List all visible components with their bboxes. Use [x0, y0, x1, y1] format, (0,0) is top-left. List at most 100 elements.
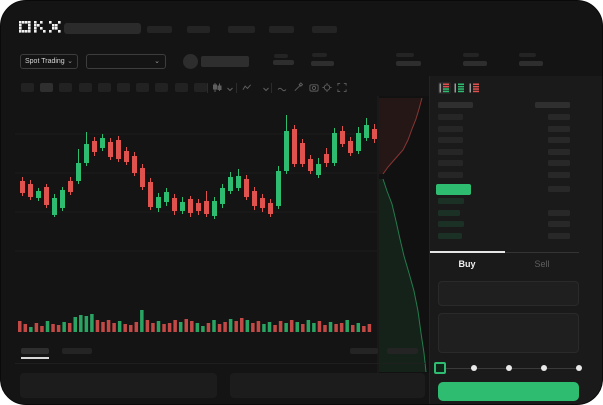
ask-price-6[interactable]: [438, 172, 463, 178]
tab-buy[interactable]: Buy: [430, 253, 504, 275]
chevron-down-icon: ⌄: [154, 58, 160, 65]
chevron-down-icon: ⌄: [67, 58, 73, 65]
timeframe-button-6[interactable]: [117, 83, 130, 92]
last-price-placeholder: [274, 54, 288, 58]
settings-icon[interactable]: [322, 82, 332, 93]
timeframe-button-1[interactable]: [21, 83, 34, 92]
ask-amount-6: [548, 172, 570, 178]
candle-type-icon[interactable]: [212, 82, 222, 93]
candles-layer: [20, 115, 377, 219]
nav-item-5[interactable]: [312, 26, 337, 33]
ticker-stat-label: [463, 53, 479, 57]
pair-selector[interactable]: ⌄: [86, 54, 166, 69]
tab-buy-label: Buy: [458, 259, 476, 269]
active-tab-indicator: [430, 251, 505, 253]
last-price-bar[interactable]: [436, 184, 471, 195]
tab-sell-label: Sell: [534, 259, 550, 269]
toolbar-divider: [236, 83, 237, 93]
bottom-action-2[interactable]: [387, 348, 418, 354]
bottom-tab-orders[interactable]: [21, 348, 49, 354]
divider: [15, 363, 425, 364]
amount-input[interactable]: [438, 313, 579, 353]
timeframe-button-3[interactable]: [59, 83, 73, 92]
ask-amount-1: [548, 114, 570, 120]
trade-tabbar: Buy Sell: [430, 251, 579, 275]
timeframe-button-5[interactable]: [97, 83, 111, 92]
snapshot-icon[interactable]: [309, 82, 319, 93]
orders-panel-placeholder: [20, 373, 217, 398]
last-price-amount: [548, 186, 570, 192]
ask-price-1[interactable]: [438, 114, 463, 120]
toolbar-divider: [271, 83, 272, 93]
search-input[interactable]: [64, 23, 141, 34]
bid-amount-3: [548, 221, 570, 228]
timeframe-button-8[interactable]: [155, 83, 169, 92]
brush-icon[interactable]: [293, 82, 303, 93]
ticker-stat-label: [396, 53, 414, 57]
ask-price-4[interactable]: [438, 148, 463, 155]
orders-panel-placeholder-2: [230, 373, 425, 398]
slider-step-3[interactable]: [541, 365, 547, 371]
ticker-stat-label: [519, 53, 536, 57]
bid-price-3[interactable]: [438, 221, 464, 228]
chevron-down-icon[interactable]: [225, 83, 235, 94]
orderbook-view-bids-only-icon[interactable]: [453, 82, 466, 94]
orderbook-view-asks-only-icon[interactable]: [468, 82, 481, 94]
volume-layer: [18, 310, 372, 332]
tab-sell[interactable]: Sell: [505, 253, 579, 275]
bottom-tab-history[interactable]: [62, 348, 92, 354]
fullscreen-icon[interactable]: [337, 82, 347, 93]
chevron-down-icon[interactable]: [261, 83, 271, 94]
orderbook-panel: Buy Sell: [429, 76, 602, 404]
coin-icon: [183, 54, 198, 69]
active-tab-underline: [21, 357, 49, 359]
toolbar-divider: [207, 83, 208, 93]
ask-amount-4: [548, 148, 570, 155]
market-type-selector[interactable]: Spot Trading ⌄: [20, 54, 78, 69]
bid-price-2[interactable]: [438, 209, 460, 216]
ask-price-3[interactable]: [438, 137, 463, 144]
nav-item-2[interactable]: [187, 26, 210, 33]
ticker-stat-value: [311, 61, 334, 66]
indicators-icon[interactable]: [242, 82, 252, 93]
orderbook-header-amount: [535, 102, 570, 108]
orderbook-view-combined-book-icon[interactable]: [438, 82, 451, 94]
slider-step-4[interactable]: [576, 365, 582, 371]
slider-step-2[interactable]: [506, 365, 512, 371]
ask-price-2[interactable]: [438, 125, 463, 132]
market-type-label: Spot Trading: [25, 58, 65, 65]
okx-logo-pixels: [19, 21, 61, 33]
ask-amount-2: [548, 125, 570, 132]
nav-item-3[interactable]: [228, 26, 255, 33]
timeframe-button-10[interactable]: [193, 83, 207, 92]
pair-name-placeholder: [201, 56, 249, 67]
nav-item-1[interactable]: [147, 26, 172, 33]
timeframe-button-9[interactable]: [174, 83, 188, 92]
timeframe-button-2[interactable]: [40, 83, 54, 92]
bottom-action-1[interactable]: [350, 348, 378, 354]
buy-submit-button[interactable]: [438, 382, 579, 401]
ticker-stat-value: [463, 61, 487, 66]
slider-step-1[interactable]: [471, 365, 477, 371]
bid-price-1[interactable]: [438, 198, 464, 204]
depth-layer: [377, 96, 429, 373]
line-tool-icon[interactable]: [277, 83, 287, 94]
ask-price-5[interactable]: [438, 160, 463, 167]
nav-item-4[interactable]: [269, 26, 294, 33]
bid-amount-4: [548, 232, 570, 239]
ticker-stat-value: [519, 61, 543, 66]
slider-handle[interactable]: [434, 362, 446, 374]
gridlines: [15, 133, 377, 252]
price-input[interactable]: [438, 281, 579, 306]
bid-price-4[interactable]: [438, 232, 462, 239]
ticker-stat-value: [396, 61, 421, 66]
timeframe-button-7[interactable]: [136, 83, 150, 92]
timeframe-button-4[interactable]: [78, 83, 92, 92]
bid-amount-2: [548, 209, 570, 216]
ticker-stat-label: [312, 53, 327, 57]
ask-amount-3: [548, 137, 570, 144]
okx-logo[interactable]: [19, 21, 63, 33]
